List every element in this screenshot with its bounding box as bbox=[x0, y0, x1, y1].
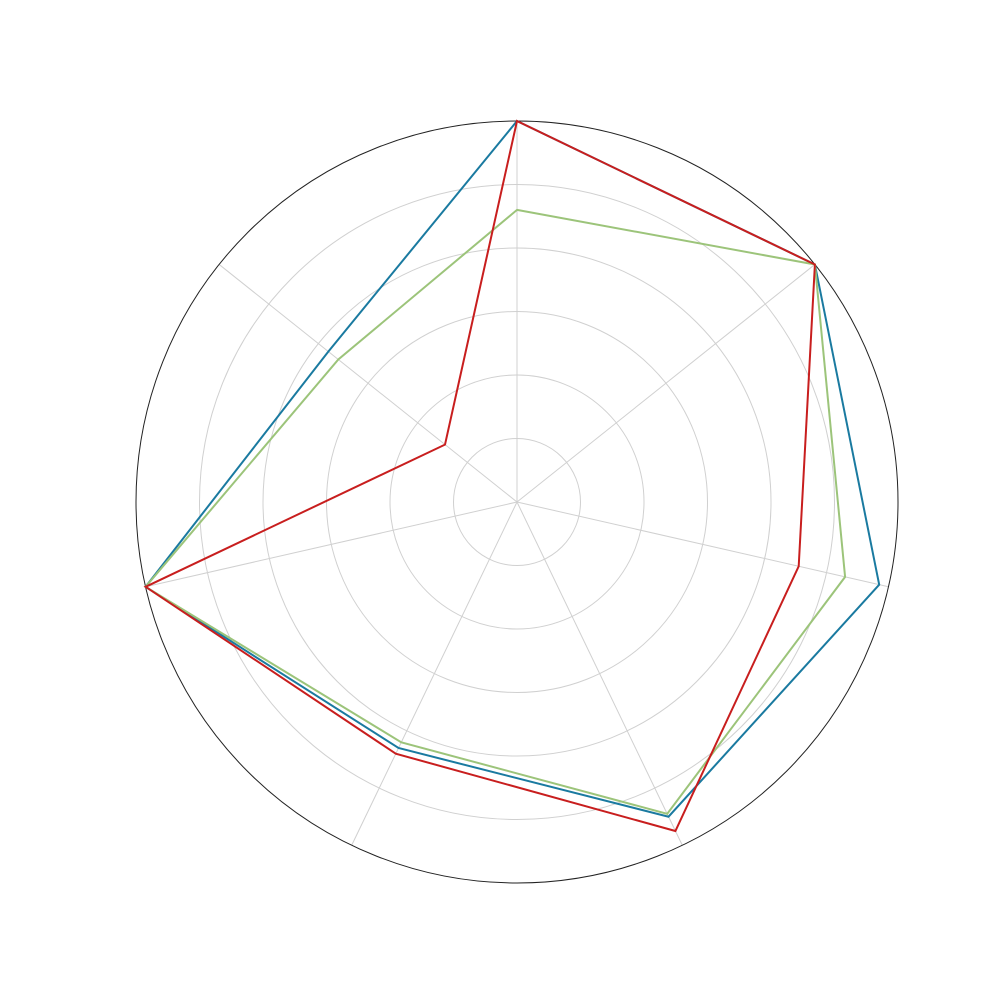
axis-spoke-6 bbox=[145, 501, 518, 588]
axis-spoke-7 bbox=[218, 264, 518, 503]
axis-spoke-4 bbox=[516, 501, 683, 846]
axis-spoke-2 bbox=[516, 264, 816, 503]
axis-spoke-3 bbox=[516, 501, 889, 588]
axis-spoke-5 bbox=[351, 501, 518, 846]
series-1-line bbox=[144, 119, 881, 818]
series-3-line bbox=[143, 119, 816, 833]
grid-layer bbox=[135, 120, 899, 884]
series-2-line bbox=[144, 208, 847, 815]
series-layer bbox=[143, 119, 881, 833]
